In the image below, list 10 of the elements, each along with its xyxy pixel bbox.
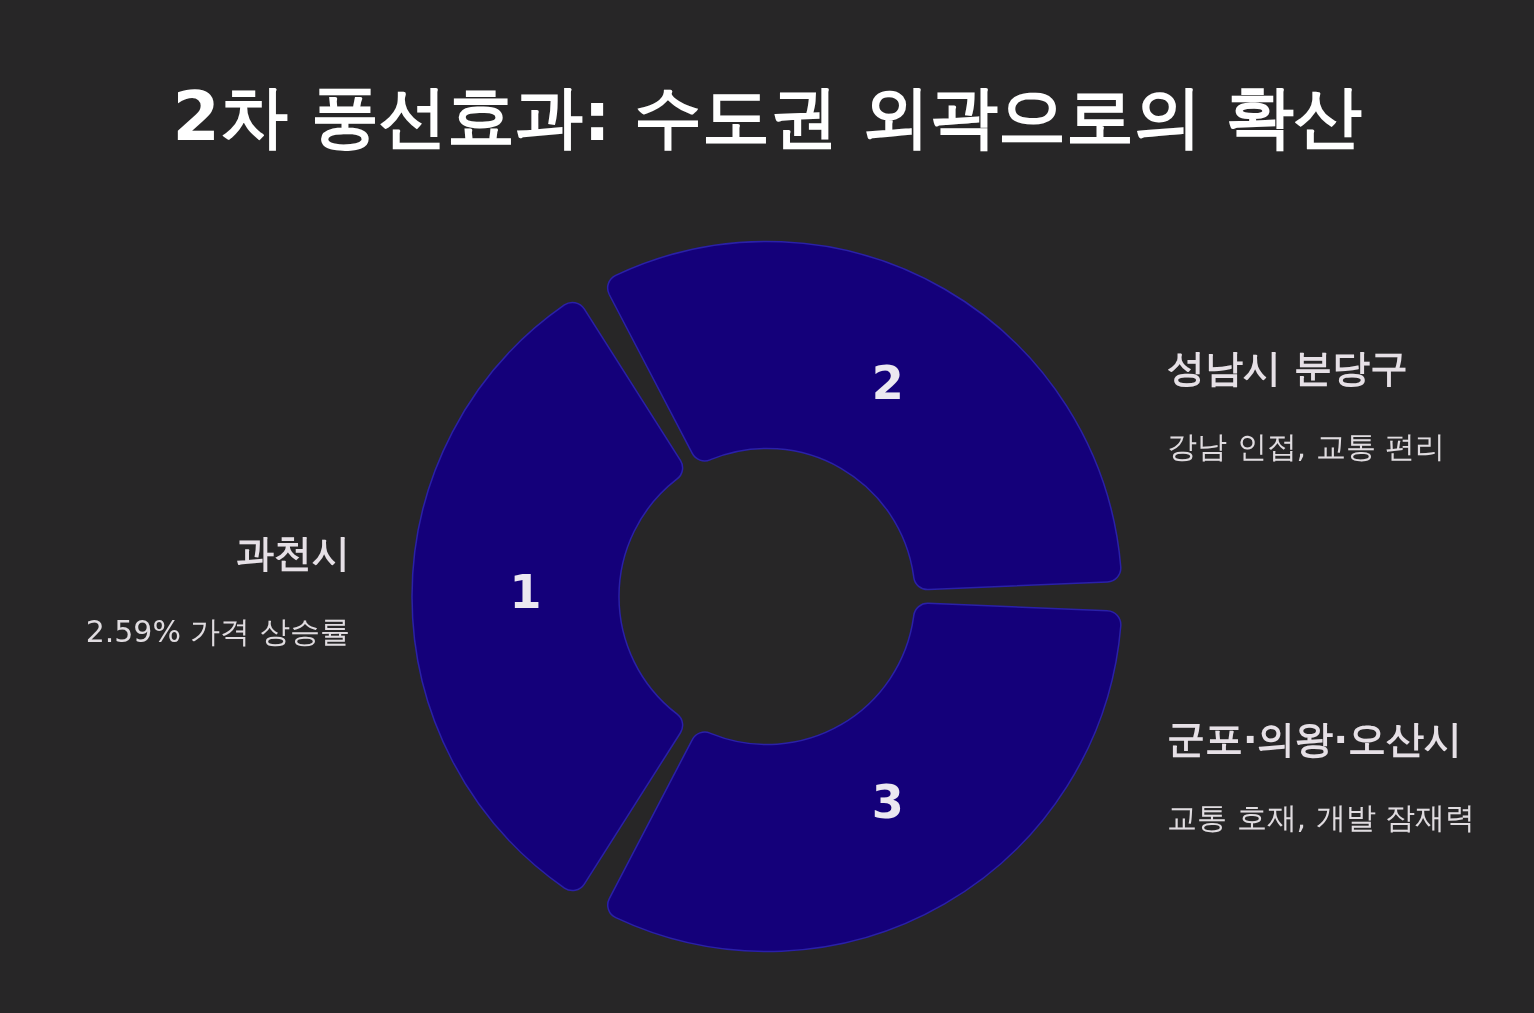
text: 2 [871,356,904,411]
text: 3 [871,774,904,829]
slice-label: 성남시 분당구 [1167,346,1409,391]
text: 강남 인접, 교통 편리 [1167,429,1446,465]
text: 1 [509,565,542,620]
chart-title: 2차 풍선효과: 수도권 외곽으로의 확산 [171,76,1363,158]
slice-label: 과천시 [236,531,350,576]
text: 교통 호재, 개발 잠재력 [1167,799,1476,835]
text: 2.59% 가격 상승률 [85,614,350,650]
slice-label: 군포·의왕·오산시 [1167,716,1462,761]
